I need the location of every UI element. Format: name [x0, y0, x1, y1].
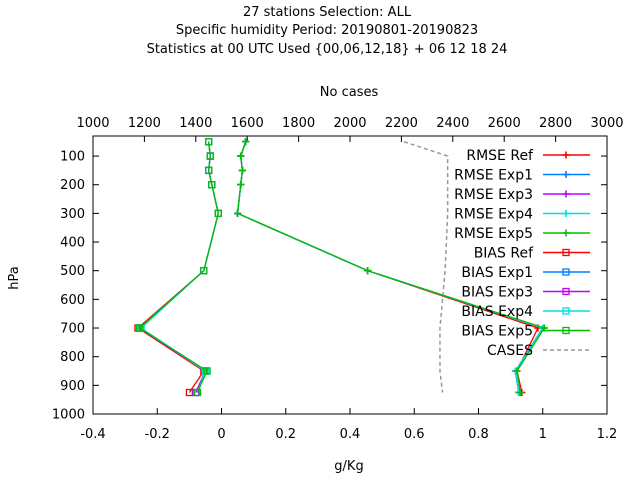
- x2-tick-label: 2000: [333, 116, 366, 131]
- y-tick-label: 100: [60, 150, 85, 165]
- cases-line: [403, 141, 449, 393]
- legend-marker: [562, 229, 570, 237]
- legend-marker: [562, 307, 570, 315]
- data-point: [193, 388, 202, 397]
- y-tick-label: 1000: [52, 408, 85, 423]
- data-point: [200, 267, 208, 275]
- y-axis-label: hPa: [7, 266, 22, 289]
- legend-marker: [562, 151, 570, 159]
- legend-label: BIAS Ref: [474, 246, 534, 262]
- legend-label: BIAS Exp3: [461, 285, 533, 301]
- legend-marker: [562, 326, 570, 335]
- y-tick-label: 600: [60, 293, 85, 308]
- x-tick-label: 0.4: [340, 427, 361, 442]
- legend-marker: [562, 248, 570, 257]
- y-tick-label: 400: [60, 236, 85, 251]
- legend-marker: [562, 171, 570, 178]
- legend-label: RMSE Exp4: [454, 207, 533, 223]
- data-point: [208, 181, 216, 189]
- title-line-3: Statistics at 00 UTC Used {00,06,12,18} …: [147, 42, 508, 57]
- data-point: [237, 152, 245, 160]
- legend-marker: [562, 190, 570, 198]
- title-line-1: 27 stations Selection: ALL: [243, 5, 412, 20]
- series-layer: [134, 138, 548, 397]
- x-tick-label: -0.4: [80, 427, 105, 442]
- chart-title: 27 stations Selection: ALL Specific humi…: [147, 5, 508, 57]
- legend-label: RMSE Exp3: [454, 187, 533, 203]
- legend-marker: [562, 210, 570, 217]
- x2-tick-label: 2200: [385, 116, 418, 131]
- series-bias-exp3: [135, 138, 222, 397]
- x2-tick-label: 1000: [76, 116, 109, 131]
- y-tick-label: 500: [60, 264, 85, 279]
- x-tick-label: 0.2: [275, 427, 296, 442]
- legend-label: BIAS Exp4: [461, 304, 533, 320]
- y-tick-label: 200: [60, 178, 85, 193]
- data-point: [238, 166, 246, 174]
- y-tick-label: 900: [60, 379, 85, 394]
- x2-tick-label: 1200: [128, 116, 161, 131]
- x2-tick-label: 2800: [539, 116, 572, 131]
- legend-label: CASES: [487, 343, 533, 359]
- data-point: [237, 181, 245, 189]
- x2-axis-label: No cases: [320, 85, 379, 100]
- x-tick-label: 0: [217, 427, 225, 442]
- y-tick-label: 300: [60, 207, 85, 222]
- cases-layer: [403, 141, 449, 393]
- data-point: [203, 367, 211, 375]
- series-rmse-exp5: [234, 138, 548, 397]
- x-axis-label: g/Kg: [334, 459, 363, 474]
- legend-label: RMSE Exp5: [454, 226, 533, 242]
- x2-tick-label: 2400: [436, 116, 469, 131]
- legend: RMSE Ref RMSE Exp1 RMSE Exp3 RMSE Exp4 RMSE …: [454, 148, 590, 359]
- legend-marker: [562, 268, 570, 276]
- x-tick-label: -0.2: [145, 427, 170, 442]
- data-point: [234, 209, 242, 217]
- x-tick-label: 1: [539, 427, 547, 442]
- legend-label: BIAS Exp5: [461, 324, 533, 340]
- data-point: [206, 152, 214, 160]
- x2-tick-label: 2600: [488, 116, 521, 131]
- series-line: [138, 141, 219, 393]
- x2-tick-label: 1800: [282, 116, 315, 131]
- y-tick-label: 700: [60, 322, 85, 337]
- legend-label: BIAS Exp1: [461, 265, 533, 281]
- data-point: [242, 138, 250, 146]
- series-bias-exp1: [135, 138, 222, 397]
- x2-tick-label: 1400: [179, 116, 212, 131]
- data-point: [364, 267, 372, 275]
- x-tick-label: 0.8: [468, 427, 489, 442]
- data-point: [214, 209, 222, 218]
- series-bias-ref: [134, 138, 222, 397]
- data-point: [204, 138, 213, 146]
- data-point: [513, 367, 521, 375]
- legend-label: RMSE Exp1: [454, 168, 533, 184]
- title-line-2: Specific humidity Period: 20190801-20190…: [176, 23, 478, 38]
- data-point: [204, 166, 213, 175]
- x2-tick-label: 3000: [590, 116, 623, 131]
- x-tick-label: 0.6: [404, 427, 425, 442]
- x-tick-label: 1.2: [597, 427, 618, 442]
- data-point: [516, 389, 524, 397]
- legend-label: RMSE Ref: [466, 148, 534, 164]
- legend-marker: [562, 287, 570, 296]
- y-tick-label: 800: [60, 350, 85, 365]
- series-bias-exp4: [137, 138, 222, 397]
- x2-tick-label: 1600: [231, 116, 264, 131]
- axes: -0.4 -0.2 0 0.2 0.4 0.6 0.8 1 1.2 1000 1200 1400 160…: [52, 116, 624, 442]
- series-bias-exp5: [135, 138, 222, 397]
- data-point: [135, 324, 144, 332]
